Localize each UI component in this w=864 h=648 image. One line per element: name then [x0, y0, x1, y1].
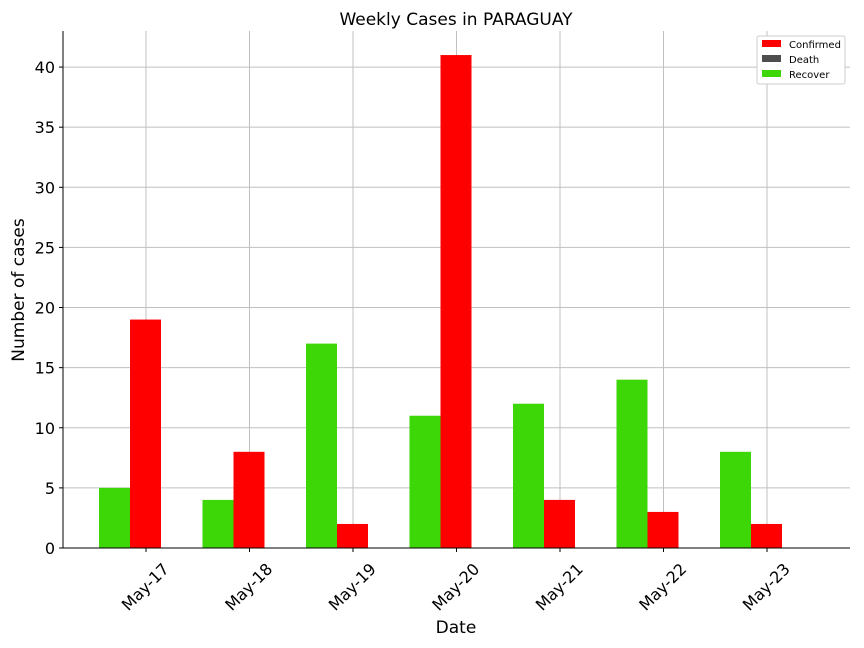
- x-tick-label: May-21: [532, 559, 587, 614]
- bar-confirmed: [647, 511, 679, 548]
- bar-confirmed: [130, 319, 161, 548]
- bars: [99, 55, 782, 549]
- x-tick-label: May-18: [221, 559, 276, 614]
- y-ticks: 0 5 10 15 20 25 30 35 40: [35, 58, 63, 558]
- x-tick-label: May-20: [428, 559, 483, 614]
- y-axis-title: Number of cases: [9, 218, 29, 362]
- bar-confirmed: [751, 523, 782, 548]
- y-tick-label: 15: [35, 359, 55, 378]
- y-tick-label: 20: [35, 299, 55, 318]
- y-tick-label: 40: [35, 58, 55, 77]
- chart-title: Weekly Cases in PARAGUAY: [339, 10, 573, 30]
- x-tick-label: May-17: [118, 559, 173, 614]
- legend-swatch-confirmed: [762, 40, 781, 47]
- bar-recover: [99, 487, 130, 548]
- bar-confirmed: [337, 523, 368, 548]
- y-tick-label: 30: [35, 178, 55, 197]
- x-tick-label: May-22: [635, 559, 690, 614]
- bar-confirmed: [233, 451, 265, 548]
- bar-confirmed: [440, 55, 472, 549]
- legend-swatch-recover: [762, 70, 781, 77]
- x-axis-title: Date: [436, 618, 477, 638]
- legend-label-death: Death: [789, 55, 819, 66]
- bar-recover: [720, 451, 751, 548]
- bar-recover: [616, 379, 648, 548]
- bar-recover: [202, 499, 234, 548]
- bar-recover: [513, 403, 544, 548]
- y-tick-label: 35: [35, 118, 55, 137]
- x-ticks: May-17 May-18 May-19 May-20 May-21 May-22 May-…: [118, 548, 794, 615]
- legend-label-recover: Recover: [789, 70, 830, 81]
- x-tick-label: May-23: [739, 559, 794, 614]
- y-tick-label: 25: [35, 238, 55, 257]
- bar-recover: [409, 415, 441, 548]
- y-tick-label: 0: [45, 539, 55, 558]
- x-tick-label: May-19: [325, 559, 380, 614]
- bar-recover: [306, 343, 337, 548]
- y-tick-label: 10: [35, 419, 55, 438]
- bar-confirmed: [544, 499, 575, 548]
- legend: Confirmed Death Recover: [756, 35, 846, 85]
- legend-label-confirmed: Confirmed: [789, 40, 841, 51]
- legend-swatch-death: [762, 55, 781, 62]
- y-tick-label: 5: [45, 479, 55, 498]
